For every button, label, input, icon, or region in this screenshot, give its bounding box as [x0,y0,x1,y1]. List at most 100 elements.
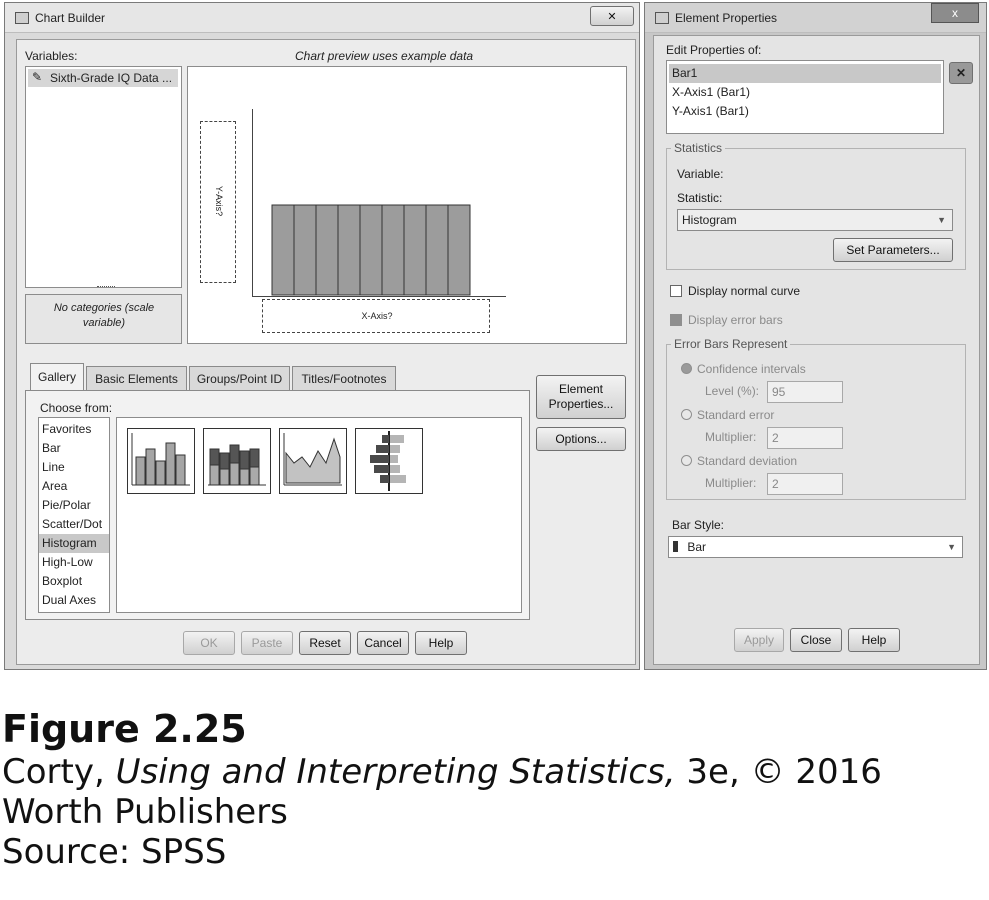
statistic-dropdown[interactable]: Histogram ▼ [677,209,953,231]
help-button[interactable]: Help [415,631,467,655]
standard-error-radio[interactable] [681,409,692,420]
confidence-intervals-label: Confidence intervals [697,362,806,376]
display-error-bars-checkbox[interactable] [670,314,682,326]
confidence-intervals-radio[interactable] [681,363,692,374]
splitter-grip[interactable] [97,286,115,289]
statistic-label: Statistic: [677,191,723,205]
chart-type-histogram[interactable]: Histogram [39,534,109,553]
ok-button[interactable]: OK [183,631,235,655]
chart-type-dual-axes[interactable]: Dual Axes [42,593,97,607]
tab-groups-point-id[interactable]: Groups/Point ID [189,366,290,390]
chart-type-boxplot[interactable]: Boxplot [42,574,83,588]
simple-histogram-thumbnail[interactable] [127,428,195,494]
reset-button[interactable]: Reset [299,631,351,655]
app-icon [15,12,29,24]
se-multiplier-input[interactable]: 2 [767,427,843,449]
histogram-bar [271,204,295,296]
element-properties-button[interactable]: Element Properties... [536,375,626,419]
close-dialog-button[interactable]: Close [790,628,842,652]
variables-list[interactable]: ✎ Sixth-Grade IQ Data ... [25,66,182,288]
chart-type-bar[interactable]: Bar [42,441,61,455]
tab-titles-footnotes[interactable]: Titles/Footnotes [292,366,396,390]
frequency-polygon-thumbnail[interactable] [279,428,347,494]
bar-style-label: Bar Style: [672,518,725,532]
apply-button[interactable]: Apply [734,628,784,652]
bar-style-dropdown[interactable]: Bar ▼ [668,536,963,558]
population-pyramid-thumbnail[interactable] [355,428,423,494]
y-axis-line [252,109,253,297]
level-input[interactable]: 95 [767,381,843,403]
figure-caption: Figure 2.25 Corty, Using and Interpretin… [2,706,987,872]
element-item[interactable]: Y-Axis1 (Bar1) [672,104,749,118]
display-normal-curve-checkbox[interactable] [670,285,682,297]
paste-button[interactable]: Paste [241,631,293,655]
variable-item-label: Sixth-Grade IQ Data ... [50,71,173,85]
tab-basic-elements[interactable]: Basic Elements [86,366,187,390]
se-multiplier-label: Multiplier: [705,430,757,444]
histogram-bar [293,204,317,296]
figure-number: Figure 2.25 [2,707,247,751]
cancel-button[interactable]: Cancel [357,631,409,655]
tab-gallery[interactable]: Gallery [30,363,84,390]
elements-list[interactable]: Bar1 X-Axis1 (Bar1) Y-Axis1 (Bar1) [666,60,944,134]
chart-type-area[interactable]: Area [42,479,68,493]
choose-from-label: Choose from: [40,401,113,415]
population-pyramid-icon [370,431,406,491]
variable-label: Variable: [677,167,724,181]
y-axis-dropzone[interactable]: Y-Axis? [200,121,236,283]
histogram-bar [381,204,405,296]
close-button[interactable]: ✕ [590,6,634,26]
chart-builder-titlebar: Chart Builder ✕ [5,3,639,33]
window-title: Chart Builder [35,11,106,25]
bar-style-value: Bar [687,540,707,554]
statistics-legend: Statistics [671,141,726,155]
no-categories-text: No categories (scale variable) [53,302,155,329]
x-axis-line [252,296,506,297]
display-normal-curve-label: Display normal curve [688,284,801,298]
citation-author: Corty, [2,752,116,792]
x-axis-dropzone[interactable]: X-Axis? [262,299,490,333]
statistics-group: Statistics Variable: Statistic: Histogra… [666,141,966,270]
y-axis-label: Y-Axis? [214,185,224,217]
element-properties-titlebar: Element Properties x [645,3,986,33]
histogram-bar [315,204,339,296]
categories-panel: No categories (scale variable) [25,294,182,344]
histogram-preview [271,204,471,296]
pencil-icon: ✎ [32,70,43,84]
histogram-bar [403,204,427,296]
chart-thumbnails-area [116,417,522,613]
element-properties-window: Element Properties x Edit Properties of:… [644,2,987,670]
variable-item[interactable]: ✎ Sixth-Grade IQ Data ... [28,69,178,87]
standard-deviation-label: Standard deviation [697,454,798,468]
chart-builder-window: Chart Builder ✕ Variables: ✎ Sixth-Grade… [4,2,640,670]
frequency-polygon-icon [283,433,342,486]
set-parameters-button[interactable]: Set Parameters... [833,238,953,262]
statistic-value: Histogram [682,213,737,227]
close-icon: x [952,6,958,20]
chart-type-list[interactable]: Favorites Bar Line Area Pie/Polar Scatte… [38,417,110,613]
stacked-histogram-thumbnail[interactable] [203,428,271,494]
close-button[interactable]: x [931,3,979,23]
histogram-bar [359,204,383,296]
chart-preview-canvas[interactable]: Y-Axis? X-Axis? [187,66,627,344]
chart-type-favorites[interactable]: Favorites [42,422,92,436]
delete-element-button[interactable]: ✕ [949,62,973,84]
standard-deviation-radio[interactable] [681,455,692,466]
histogram-bar [425,204,449,296]
element-item[interactable]: Bar1 [669,64,941,83]
display-error-bars-label: Display error bars [688,313,783,327]
variables-label: Variables: [25,49,78,63]
element-item[interactable]: X-Axis1 (Bar1) [672,85,751,99]
chart-type-line[interactable]: Line [42,460,65,474]
help-button[interactable]: Help [848,628,900,652]
stacked-histogram-icon [208,444,266,486]
chart-builder-body: Variables: ✎ Sixth-Grade IQ Data ... No … [16,39,636,665]
error-bars-legend: Error Bars Represent [671,337,791,351]
sd-multiplier-input[interactable]: 2 [767,473,843,495]
chart-type-pie-polar[interactable]: Pie/Polar [42,498,91,512]
chart-type-scatter-dot[interactable]: Scatter/Dot [42,517,103,531]
chart-type-high-low[interactable]: High-Low [42,555,93,569]
options-button[interactable]: Options... [536,427,626,451]
delete-icon: ✕ [955,66,967,80]
preview-note: Chart preview uses example data [295,49,474,63]
